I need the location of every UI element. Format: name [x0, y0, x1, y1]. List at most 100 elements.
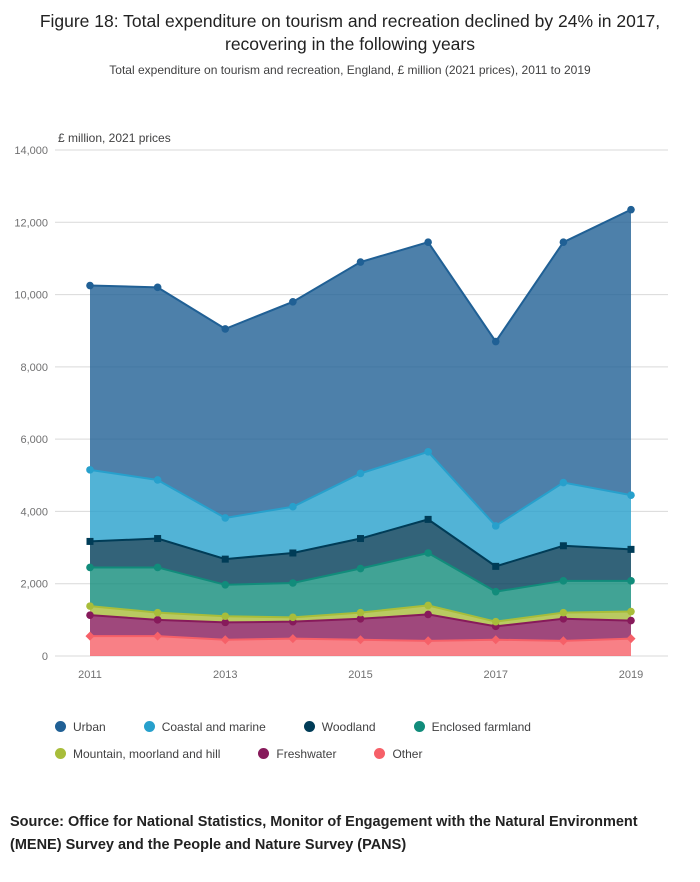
y-tick-label: 2,000 — [20, 578, 48, 590]
figure-subtitle: Total expenditure on tourism and recreat… — [109, 62, 591, 77]
data-point-marker — [153, 615, 162, 624]
legend-label: Other — [392, 746, 423, 761]
data-point-marker — [627, 616, 635, 624]
data-point-marker — [289, 578, 297, 587]
legend-item-woodland: Woodland — [303, 719, 376, 734]
data-point-marker — [86, 610, 94, 619]
x-tick-label: 2011 — [78, 669, 102, 681]
x-tick-label: 2019 — [619, 669, 643, 681]
data-point-marker — [424, 610, 432, 618]
y-tick-label: 8,000 — [20, 361, 48, 373]
legend-item-mountain-moorland-and-hill: Mountain, moorland and hill — [55, 747, 220, 761]
data-point-marker — [153, 563, 162, 571]
data-point-marker — [153, 631, 163, 641]
data-point-marker — [559, 576, 568, 585]
data-point-marker — [559, 237, 568, 246]
stacked-area-chart: 0 2,000 4,000 6,000 8,000 10,000 12,000 14,000 £… — [14, 131, 668, 681]
data-point-marker — [86, 281, 94, 289]
y-tick-label: 10,000 — [14, 289, 48, 301]
legend-marker-icon — [258, 748, 270, 759]
data-point-marker — [356, 614, 365, 623]
data-point-marker — [356, 257, 365, 266]
data-point-marker — [221, 513, 230, 522]
legend-marker-icon — [413, 721, 425, 732]
data-point-marker — [153, 475, 162, 484]
data-point-marker — [423, 635, 433, 645]
data-point-marker — [559, 614, 568, 623]
data-point-marker — [85, 631, 95, 641]
legend-label: Freshwater — [276, 746, 337, 761]
data-point-marker — [424, 237, 432, 246]
data-point-marker — [355, 634, 366, 644]
data-point-marker — [558, 635, 568, 645]
y-axis-unit-label: £ million, 2021 prices — [58, 133, 171, 145]
data-point-marker — [289, 548, 297, 556]
data-point-marker — [559, 608, 568, 616]
figure-title: Figure 18: Total expenditure on tourism … — [39, 11, 661, 54]
data-point-marker — [153, 608, 162, 616]
area-band-coastal-and-marine — [90, 451, 631, 566]
data-point-marker — [627, 607, 635, 615]
legend-item-coastal-and-marine: Coastal and marine — [143, 719, 266, 734]
legend-item-other: Other — [374, 747, 422, 761]
area-band-freshwater — [90, 613, 631, 641]
legend-item-enclosed-farmland: Enclosed farmland — [413, 719, 531, 734]
x-tick-label: 2015 — [348, 669, 372, 681]
data-point-marker — [289, 502, 297, 511]
x-tick-label: 2013 — [213, 669, 237, 681]
data-point-marker — [289, 613, 297, 621]
data-point-marker — [221, 580, 230, 589]
data-point-marker — [288, 633, 298, 643]
y-tick-label: 0 — [42, 651, 48, 663]
legend-marker-icon — [374, 748, 386, 759]
legend-item-freshwater: Freshwater — [258, 747, 336, 761]
data-point-marker — [356, 564, 365, 572]
legend-label: Mountain, moorland and hill — [73, 746, 221, 761]
area-band-urban — [90, 209, 631, 526]
y-tick-label: 6,000 — [20, 434, 48, 446]
data-point-marker — [357, 534, 364, 542]
y-tick-label: 4,000 — [20, 506, 48, 518]
chart-legend: Urban Coastal and marine Woodland Enclosed … — [55, 720, 675, 761]
data-point-marker — [154, 534, 162, 542]
legend-marker-icon — [143, 721, 155, 732]
data-point-marker — [491, 337, 500, 345]
area-band-woodland — [90, 518, 631, 592]
data-point-marker — [491, 634, 501, 644]
data-point-marker — [627, 576, 635, 585]
legend-label: Urban — [73, 719, 106, 734]
data-point-marker — [424, 515, 432, 523]
data-point-marker — [559, 541, 567, 549]
area-band-enclosed-farmland — [90, 552, 631, 622]
data-point-marker — [492, 562, 500, 570]
legend-label: Enclosed farmland — [431, 719, 531, 734]
y-tick-label: 14,000 — [14, 145, 48, 157]
data-point-marker — [86, 465, 94, 474]
legend-label: Woodland — [321, 719, 376, 734]
x-tick-label: 2017 — [484, 669, 508, 681]
data-point-marker — [424, 447, 432, 456]
data-point-marker — [491, 587, 500, 595]
data-point-marker — [356, 608, 365, 616]
y-tick-label: 12,000 — [14, 217, 48, 229]
data-point-marker — [627, 490, 635, 499]
data-point-marker — [153, 283, 162, 291]
data-point-marker — [221, 611, 230, 620]
data-point-marker — [86, 563, 94, 571]
data-point-marker — [221, 618, 230, 626]
legend-label: Coastal and marine — [161, 719, 266, 734]
chart-area: 0 2,000 4,000 6,000 8,000 10,000 12,000 14,000 £… — [0, 131, 700, 698]
legend-item-urban: Urban — [55, 720, 106, 734]
data-point-marker — [559, 478, 568, 486]
data-point-marker — [86, 601, 94, 610]
data-point-marker — [491, 617, 500, 625]
legend-marker-icon — [55, 748, 66, 759]
data-point-marker — [626, 633, 636, 643]
data-point-marker — [221, 324, 230, 333]
data-point-marker — [627, 205, 635, 213]
data-point-marker — [221, 555, 229, 563]
data-point-marker — [86, 537, 94, 545]
data-point-marker — [356, 469, 365, 477]
legend-marker-icon — [55, 721, 66, 732]
